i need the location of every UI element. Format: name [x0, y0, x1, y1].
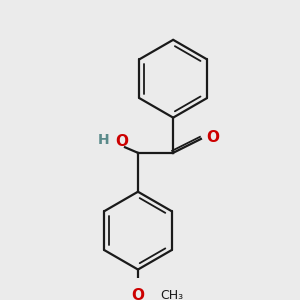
- Text: O: O: [206, 130, 220, 145]
- Text: O: O: [131, 288, 145, 300]
- Text: CH₃: CH₃: [160, 289, 183, 300]
- Text: O: O: [115, 134, 128, 149]
- Text: H: H: [98, 133, 109, 147]
